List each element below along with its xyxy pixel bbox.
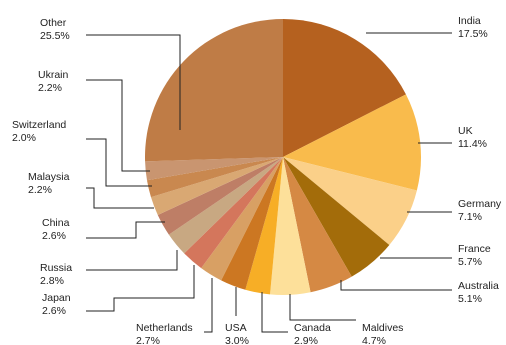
- pie-slice-maldives: [270, 157, 311, 296]
- slice-label-australia: Australia 5.1%: [458, 280, 499, 305]
- pie-slice-malaysia: [150, 157, 283, 215]
- pie-slice-australia: [283, 157, 352, 293]
- slice-percent-china: 2.6%: [42, 230, 66, 242]
- slice-label-japan: Japan 2.6%: [42, 292, 71, 317]
- slice-category-australia: Australia: [458, 280, 499, 292]
- pie-slice-other: [145, 19, 283, 162]
- slice-percent-australia: 5.1%: [458, 293, 482, 305]
- pie-slices: [145, 19, 422, 296]
- pie-slice-canada: [245, 157, 283, 295]
- slice-percent-malaysia: 2.2%: [28, 184, 52, 196]
- pie-slice-switzerland: [146, 157, 283, 198]
- slice-category-france: France: [458, 243, 491, 255]
- slice-label-india: India 17.5%: [458, 15, 488, 40]
- leader-line-russia: [86, 250, 178, 271]
- slice-label-russia: Russia 2.8%: [40, 262, 72, 287]
- slice-percent-ukrain: 2.2%: [38, 82, 62, 94]
- slice-percent-india: 17.5%: [458, 28, 488, 40]
- pie-slice-japan: [184, 157, 283, 269]
- slice-percent-usa: 3.0%: [225, 335, 249, 345]
- pie-slice-china: [157, 157, 283, 235]
- leader-line-other: [86, 34, 181, 130]
- slice-label-ukrain: Ukrain 2.2%: [38, 69, 69, 94]
- slice-label-malaysia: Malaysia 2.2%: [28, 171, 70, 196]
- slice-label-uk: UK 11.4%: [458, 125, 487, 150]
- slice-label-germany: Germany 7.1%: [458, 198, 502, 223]
- slice-label-usa: USA 3.0%: [225, 322, 249, 345]
- slice-label-other: Other 25.5%: [40, 17, 70, 42]
- slice-category-russia: Russia: [40, 262, 72, 274]
- slice-category-germany: Germany: [458, 198, 502, 210]
- slice-percent-switzerland: 2.0%: [12, 132, 36, 144]
- slice-label-switzerland: Switzerland 2.0%: [12, 119, 66, 144]
- slice-category-india: India: [458, 15, 481, 27]
- slice-label-china: China 2.6%: [42, 217, 70, 242]
- pie-slice-netherlands: [201, 157, 283, 281]
- slice-labels: India 17.5% UK 11.4% Germany 7.1% France 5.7% Au…: [12, 15, 502, 345]
- leader-lines: [86, 32, 452, 333]
- slice-category-canada: Canada: [294, 322, 331, 334]
- pie-slice-germany: [283, 157, 417, 245]
- pie-slice-ukrain: [145, 157, 283, 181]
- slice-category-other: Other: [40, 17, 67, 29]
- slice-label-netherlands: Netherlands 2.7%: [136, 322, 193, 345]
- slice-category-netherlands: Netherlands: [136, 322, 193, 334]
- leader-line-china: [86, 221, 165, 239]
- slice-percent-japan: 2.6%: [42, 305, 66, 317]
- leader-line-australia: [340, 280, 452, 291]
- slice-category-china: China: [42, 217, 70, 229]
- pie-slice-russia: [168, 157, 283, 254]
- leader-line-malaysia: [86, 187, 154, 209]
- slice-category-ukrain: Ukrain: [38, 69, 69, 81]
- slice-label-canada: Canada 2.9%: [294, 322, 331, 345]
- slice-category-usa: USA: [225, 322, 247, 334]
- slice-category-uk: UK: [458, 125, 473, 137]
- pie-slice-usa: [221, 157, 283, 290]
- slice-category-switzerland: Switzerland: [12, 119, 66, 131]
- leader-line-netherlands: [204, 278, 213, 333]
- slice-percent-uk: 11.4%: [458, 138, 487, 150]
- leader-line-japan: [86, 265, 195, 312]
- pie-slice-india: [283, 19, 406, 157]
- slice-percent-russia: 2.8%: [40, 275, 64, 287]
- slice-category-japan: Japan: [42, 292, 71, 304]
- slice-percent-france: 5.7%: [458, 256, 482, 268]
- slice-percent-germany: 7.1%: [458, 211, 482, 223]
- slice-label-france: France 5.7%: [458, 243, 491, 268]
- slice-percent-maldives: 4.7%: [362, 335, 386, 345]
- pie-slice-france: [283, 157, 390, 277]
- slice-label-maldives: Maldives 4.7%: [362, 322, 403, 345]
- leader-line-canada: [261, 292, 288, 333]
- leader-line-switzerland: [86, 138, 152, 187]
- pie-slice-uk: [283, 94, 422, 191]
- slice-category-maldives: Maldives: [362, 322, 403, 334]
- slice-percent-netherlands: 2.7%: [136, 335, 160, 345]
- slice-category-malaysia: Malaysia: [28, 171, 70, 183]
- slice-percent-canada: 2.9%: [294, 335, 318, 345]
- leader-line-ukrain: [86, 79, 150, 172]
- slice-percent-other: 25.5%: [40, 30, 70, 42]
- leader-line-maldives: [289, 294, 356, 321]
